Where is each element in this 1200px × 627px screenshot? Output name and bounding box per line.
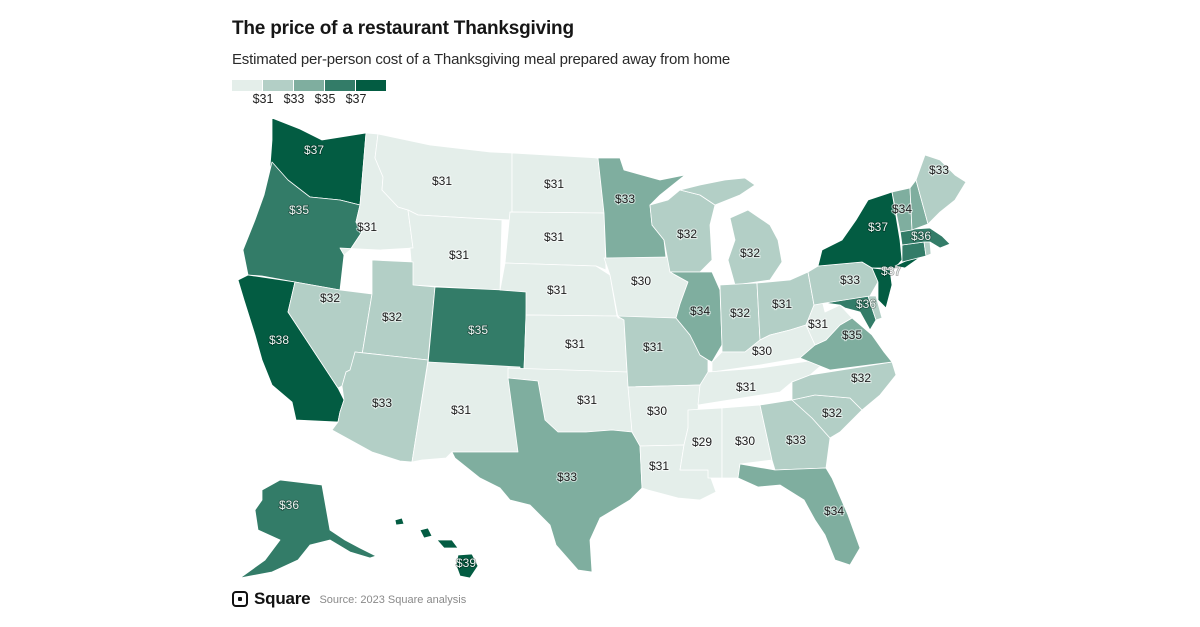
- label-OK: $31: [577, 393, 597, 407]
- label-OR: $35: [289, 203, 309, 217]
- chart-subtitle: Estimated per-person cost of a Thanksgiv…: [232, 51, 731, 68]
- label-ID: $31: [357, 220, 377, 234]
- state-ME[interactable]: [915, 154, 967, 225]
- label-MO: $31: [643, 340, 663, 354]
- legend-label: $31: [252, 92, 274, 106]
- label-OH: $31: [772, 297, 792, 311]
- label-AR: $30: [647, 404, 667, 418]
- state-KY[interactable]: [711, 324, 816, 373]
- state-MA[interactable]: [899, 227, 951, 249]
- label-AL: $30: [735, 434, 755, 448]
- legend-bin-4: [325, 80, 355, 91]
- legend-bin-3: [294, 80, 324, 91]
- label-NM: $31: [451, 403, 471, 417]
- label-NJ: $37: [881, 264, 901, 278]
- label-AZ: $33: [372, 396, 392, 410]
- state-SD[interactable]: [504, 211, 607, 271]
- legend-label: $35: [314, 92, 336, 106]
- label-MA: $36: [911, 229, 931, 243]
- label-UT: $32: [382, 310, 402, 324]
- square-logo-icon: [232, 591, 248, 607]
- label-CA: $38: [269, 333, 289, 347]
- label-TX: $33: [557, 470, 577, 484]
- legend-bin-1: [232, 80, 262, 91]
- label-PA: $33: [840, 273, 860, 287]
- label-HI: $39: [456, 556, 476, 570]
- state-HI-3[interactable]: [436, 539, 459, 549]
- label-NE: $31: [547, 283, 567, 297]
- label-MN: $33: [615, 192, 635, 206]
- state-WI[interactable]: [649, 189, 716, 273]
- label-IN: $32: [730, 306, 750, 320]
- label-CO: $35: [468, 323, 488, 337]
- label-MT: $31: [432, 174, 452, 188]
- label-NV: $32: [320, 291, 340, 305]
- state-NC[interactable]: [791, 361, 897, 411]
- label-AK: $36: [279, 498, 299, 512]
- chart-title: The price of a restaurant Thanksgiving: [232, 18, 574, 39]
- label-WA: $37: [304, 143, 324, 157]
- label-WI: $32: [677, 227, 697, 241]
- label-KS: $31: [565, 337, 585, 351]
- label-KY: $30: [752, 344, 772, 358]
- source-note: Source: 2023 Square analysis: [319, 594, 467, 606]
- label-GA: $33: [786, 433, 806, 447]
- legend-labels: $31 $33 $35 $37: [232, 92, 402, 108]
- legend-bin-5: [356, 80, 386, 91]
- color-legend: [232, 80, 387, 91]
- label-NC: $32: [851, 371, 871, 385]
- label-VT: $34: [892, 202, 912, 216]
- label-MD: $36: [856, 297, 876, 311]
- state-MI[interactable]: [727, 209, 783, 286]
- state-NJ[interactable]: [871, 267, 893, 309]
- label-WY: $31: [449, 248, 469, 262]
- label-ND: $31: [544, 177, 564, 191]
- label-SC: $32: [822, 406, 842, 420]
- label-WV: $31: [808, 317, 828, 331]
- brand-name: Square: [254, 589, 311, 608]
- state-HI-2[interactable]: [419, 527, 433, 539]
- label-TN: $31: [736, 380, 756, 394]
- legend-bin-2: [263, 80, 293, 91]
- label-LA: $31: [649, 459, 669, 473]
- label-NY: $37: [868, 220, 888, 234]
- label-IL: $34: [690, 304, 710, 318]
- label-MI: $32: [740, 246, 760, 260]
- state-AK[interactable]: [239, 479, 377, 579]
- state-TX[interactable]: [451, 377, 643, 573]
- label-SD: $31: [544, 230, 564, 244]
- label-ME: $33: [929, 163, 949, 177]
- label-VA: $35: [842, 328, 862, 342]
- legend-label: $37: [345, 92, 367, 106]
- state-CT[interactable]: [901, 241, 927, 263]
- label-IA: $30: [631, 274, 651, 288]
- legend-label: $33: [283, 92, 305, 106]
- state-HI-4[interactable]: [455, 553, 479, 579]
- label-MS: $29: [692, 435, 712, 449]
- state-DE[interactable]: [867, 295, 883, 321]
- state-IL[interactable]: [669, 271, 723, 363]
- state-FL[interactable]: [737, 463, 861, 566]
- label-FL: $34: [824, 504, 844, 518]
- state-HI-1[interactable]: [394, 517, 405, 526]
- state-MI-UP[interactable]: [679, 177, 756, 206]
- state-NY[interactable]: [817, 191, 903, 269]
- footer: Square Source: 2023 Square analysis: [232, 589, 466, 609]
